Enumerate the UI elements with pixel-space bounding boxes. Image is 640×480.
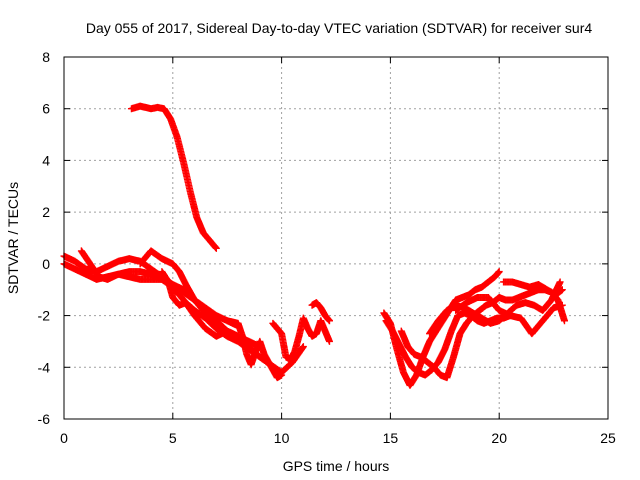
series-arc-l — [426, 278, 564, 338]
y-tick-label: -4 — [38, 359, 51, 375]
series-arc-i — [380, 268, 503, 389]
y-tick-label: 0 — [42, 256, 50, 272]
data-point — [325, 317, 333, 325]
y-tick-label: 6 — [42, 101, 50, 117]
data-point — [278, 371, 286, 379]
series-arc-g — [269, 314, 333, 364]
data-point — [495, 268, 503, 276]
series-arc-upper — [127, 102, 220, 252]
series-arc-h — [308, 299, 333, 325]
data-point — [212, 243, 220, 251]
series-arc-c — [77, 247, 231, 340]
data-point — [558, 286, 566, 294]
y-tick-label: 2 — [42, 204, 50, 220]
series-arc-f — [223, 317, 286, 382]
data-point — [299, 343, 307, 351]
axis-ticks: 0 5 10 15 20 25 -6 -4 -2 0 2 4 6 8 — [38, 49, 616, 446]
x-tick-label: 10 — [274, 430, 290, 446]
x-tick-label: 5 — [169, 430, 177, 446]
plot-frame — [63, 56, 609, 420]
y-tick-label: 4 — [42, 152, 50, 168]
x-tick-label: 0 — [60, 430, 68, 446]
data-point — [556, 278, 564, 286]
data-point — [325, 337, 333, 345]
y-tick-label: -2 — [38, 308, 51, 324]
y-tick-label: -6 — [38, 411, 51, 427]
data-points — [60, 102, 568, 389]
x-tick-label: 25 — [600, 430, 616, 446]
x-tick-label: 20 — [491, 430, 507, 446]
data-point — [212, 244, 220, 252]
data-point — [558, 301, 566, 309]
data-point — [560, 317, 568, 325]
grid-lines — [64, 57, 608, 419]
x-axis-label: GPS time / hours — [283, 458, 390, 474]
series-arc-m — [452, 293, 566, 338]
chart-title: Day 055 of 2017, Sidereal Day-to-day VTE… — [86, 20, 592, 36]
x-tick-label: 15 — [383, 430, 399, 446]
series-arc-n — [500, 278, 566, 299]
y-tick-label: 8 — [42, 49, 50, 65]
y-axis-label: SDTVAR / TECUs — [5, 182, 21, 294]
